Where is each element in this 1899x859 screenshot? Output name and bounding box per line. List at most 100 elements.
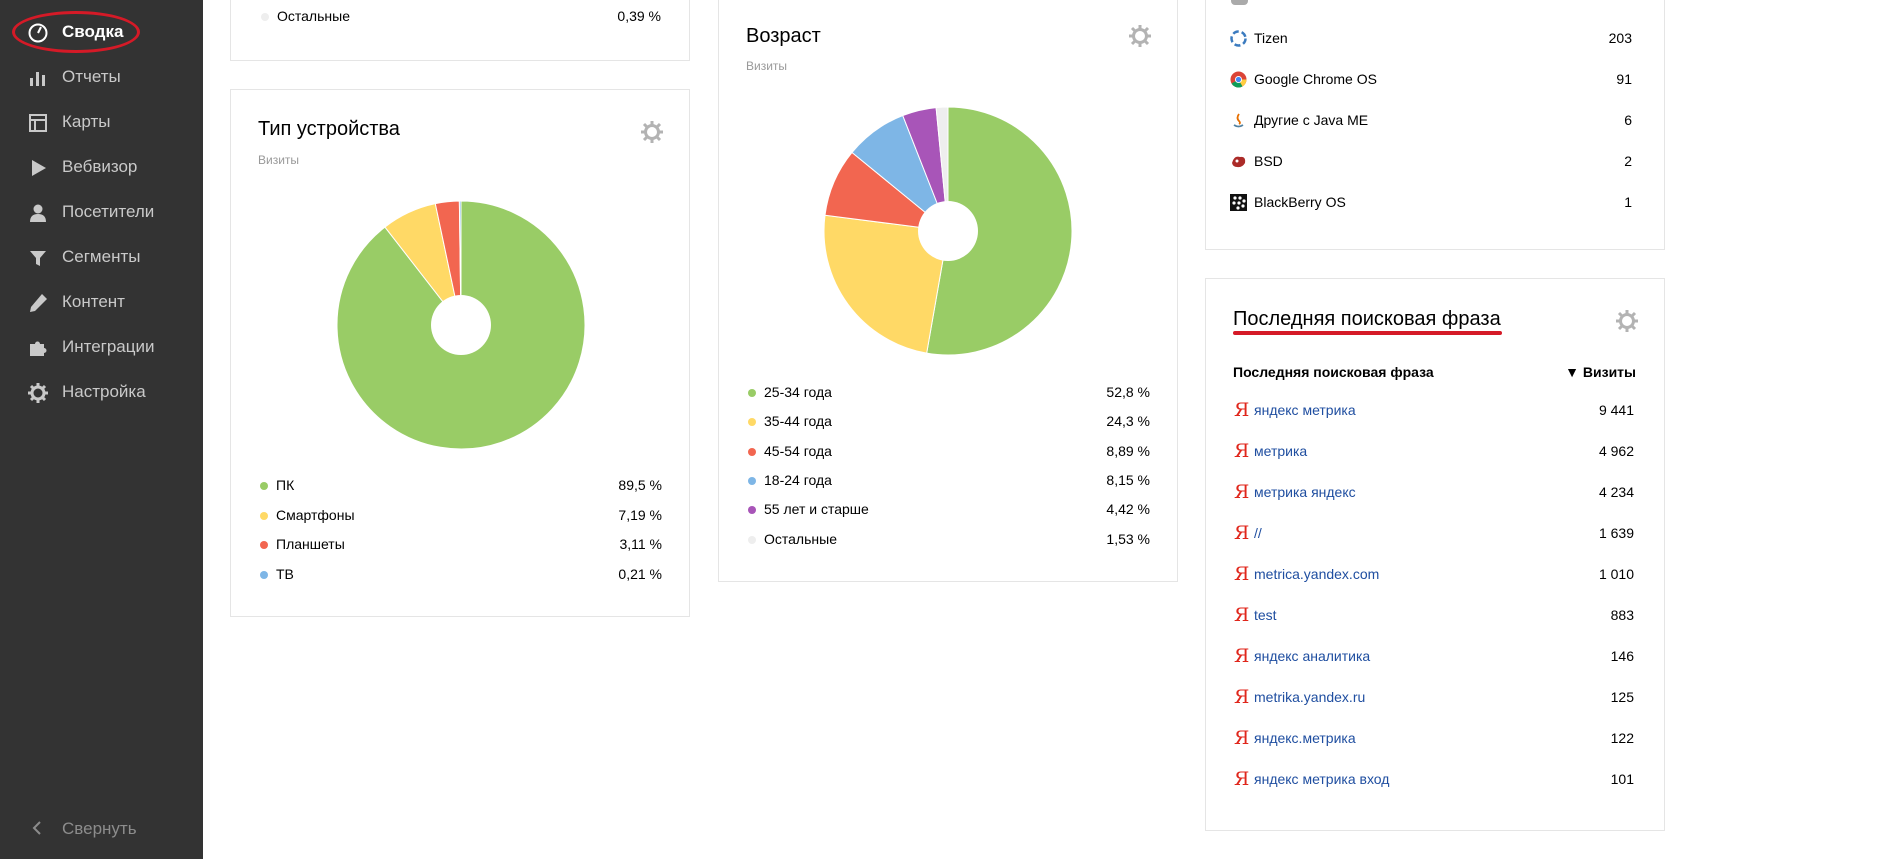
- legend-dot: [748, 535, 756, 544]
- cropped-row-icon: [1231, 0, 1248, 5]
- os-name: Google Chrome OS: [1254, 71, 1377, 87]
- legend-label: Планшеты: [276, 536, 345, 552]
- legend-dot: [748, 389, 756, 397]
- device-slice-3[interactable]: [458, 200, 462, 326]
- sidebar-item-content[interactable]: Контент: [0, 281, 203, 323]
- visits-value: 4 234: [1598, 484, 1634, 500]
- gear-icon[interactable]: [1128, 24, 1152, 48]
- card-title: Последняя поисковая фраза: [1233, 308, 1501, 330]
- collapse-label: Свернуть: [62, 819, 137, 838]
- puzzle-icon: [30, 341, 47, 356]
- os-visits: 1: [1624, 194, 1632, 210]
- age-slice-1[interactable]: [823, 214, 949, 354]
- visits-value: 122: [1610, 730, 1634, 746]
- gear-icon[interactable]: [1615, 309, 1639, 333]
- pencil-icon: [30, 294, 47, 312]
- legend-value: 8,15 %: [1106, 471, 1150, 488]
- search-phrase-link[interactable]: //: [1254, 525, 1262, 541]
- sidebar-item-label: Посетители: [62, 202, 155, 221]
- sidebar-item-reports[interactable]: Отчеты: [0, 56, 203, 98]
- sidebar-item-label: Контент: [62, 292, 125, 311]
- visits-value: 1 639: [1598, 525, 1634, 541]
- sidebar-item-visitors[interactable]: Посетители: [0, 191, 203, 233]
- legend-value: 0,39 %: [617, 8, 661, 24]
- legend-item: Смартфоны 7,19 %: [260, 507, 662, 527]
- search-phrase-link[interactable]: metrika.yandex.ru: [1254, 689, 1366, 705]
- card-subtitle: Визиты: [746, 59, 788, 73]
- os-card: [1205, 0, 1665, 250]
- sidebar-item-label: Интеграции: [62, 337, 155, 356]
- legend-value: 24,3 %: [1106, 413, 1150, 430]
- legend-item: ПК 89,5 %: [260, 477, 662, 497]
- play-icon: [32, 160, 46, 176]
- sidebar: Сводка Отчеты Карты Вебвизор Посетители …: [0, 0, 203, 859]
- sidebar-item-label: Сегменты: [62, 247, 141, 266]
- search-phrase-link[interactable]: test: [1254, 607, 1277, 623]
- column-header-visits[interactable]: ▼ Визиты: [1565, 364, 1636, 380]
- age-slice-0[interactable]: [926, 106, 1073, 356]
- sidebar-item-segments[interactable]: Сегменты: [0, 236, 203, 278]
- filter-icon: [30, 251, 46, 266]
- legend-label: Остальные: [277, 8, 350, 24]
- search-phrase-link[interactable]: яндекс.метрика: [1254, 730, 1356, 746]
- card-title: Возраст: [746, 25, 821, 47]
- last-search-phrase-card: Последняя поисковая фраза Последняя поис…: [1205, 278, 1665, 831]
- legend-dot: [260, 511, 268, 520]
- sidebar-item-webvisor[interactable]: Вебвизор: [0, 146, 203, 188]
- legend-item: 35-44 года 24,3 %: [748, 413, 1150, 433]
- yandex-icon: Я: [1234, 604, 1250, 626]
- device-pie-chart: [336, 200, 586, 450]
- gear-icon[interactable]: [640, 120, 664, 144]
- sidebar-item-settings[interactable]: Настройка: [0, 371, 203, 413]
- search-phrase-link[interactable]: метрика яндекс: [1254, 484, 1356, 500]
- legend-item: Остальные 0,39 %: [261, 8, 661, 28]
- yandex-icon: Я: [1234, 522, 1250, 544]
- visits-value: 101: [1610, 771, 1634, 787]
- table-row: Я// 1 639: [1232, 522, 1634, 545]
- visits-value: 1 010: [1598, 566, 1634, 582]
- legend-value: 89,5 %: [618, 477, 662, 493]
- sidebar-item-label: Карты: [62, 112, 111, 131]
- legend-value: 4,42 %: [1106, 501, 1150, 518]
- sidebar-item-label: Вебвизор: [62, 157, 138, 176]
- legend-value: 0,21 %: [618, 565, 662, 582]
- dashboard-icon: [28, 23, 48, 43]
- os-name: BlackBerry OS: [1254, 194, 1346, 210]
- visits-value: 9 441: [1598, 402, 1634, 418]
- search-phrase-link[interactable]: яндекс метрика вход: [1254, 771, 1390, 787]
- bsd-icon: [1232, 156, 1246, 168]
- search-phrase-link[interactable]: яндекс аналитика: [1254, 648, 1371, 664]
- os-visits: 203: [1608, 30, 1632, 46]
- legend-item: 55 лет и старше 4,42 %: [748, 501, 1150, 521]
- collapse-sidebar-button[interactable]: Свернуть: [0, 807, 203, 849]
- sidebar-item-maps[interactable]: Карты: [0, 101, 203, 143]
- yandex-icon: Я: [1234, 440, 1250, 462]
- column-header-phrase: Последняя поисковая фраза: [1233, 364, 1434, 380]
- yandex-icon: Я: [1234, 481, 1250, 503]
- os-visits: 6: [1624, 112, 1632, 128]
- age-donut-hole: [918, 201, 978, 261]
- age-slice-5[interactable]: [935, 106, 949, 232]
- yandex-icon: Я: [1234, 686, 1250, 708]
- sidebar-item-integrations[interactable]: Интеграции: [0, 326, 203, 368]
- card-subtitle: Визиты: [258, 153, 300, 167]
- legend-item: Остальные 1,53 %: [748, 531, 1150, 551]
- visits-value: 4 962: [1598, 443, 1634, 459]
- card-title: Тип устройства: [258, 118, 400, 140]
- search-phrase-link[interactable]: яндекс метрика: [1254, 402, 1356, 418]
- search-phrase-link[interactable]: metrica.yandex.com: [1254, 566, 1380, 582]
- legend-label: 25-34 года: [764, 384, 832, 400]
- os-row: Tizen 203: [1230, 28, 1632, 50]
- search-phrase-link[interactable]: метрика: [1254, 443, 1308, 459]
- sidebar-item-label: Настройка: [62, 382, 146, 401]
- legend-item: ТВ 0,21 %: [260, 566, 662, 586]
- sidebar-item-summary[interactable]: Сводка: [0, 11, 203, 53]
- legend-item: 18-24 года 8,15 %: [748, 472, 1150, 492]
